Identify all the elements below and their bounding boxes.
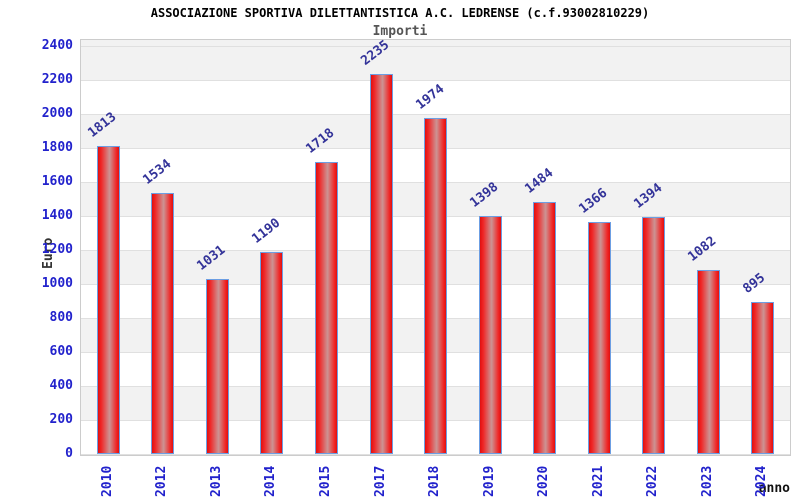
gridline <box>81 80 790 81</box>
x-tick-label: 2015 <box>317 465 333 497</box>
y-tick-label: 2000 <box>41 106 73 121</box>
x-tick-label: 2012 <box>154 465 170 497</box>
x-tick-label: 2021 <box>590 465 606 497</box>
bar <box>642 217 666 454</box>
y-tick-label: 1600 <box>41 174 73 189</box>
x-tick-label: 2014 <box>263 465 279 497</box>
x-tick-label: 2024 <box>754 465 770 497</box>
x-tick-label: 2010 <box>99 465 115 497</box>
x-tick-label: 2020 <box>536 465 552 497</box>
bar <box>751 301 775 454</box>
bar <box>96 145 120 454</box>
x-axis-title: anno <box>758 481 790 496</box>
y-tick-label: 400 <box>49 378 73 393</box>
y-tick-label: 800 <box>49 310 73 325</box>
x-tick-label: 2019 <box>481 465 497 497</box>
bar <box>151 193 175 454</box>
y-tick-label: 0 <box>65 446 73 461</box>
plot-area: 1813 1534 1031 1190 1718 2235 1974 1398 1484 1366… <box>80 38 791 456</box>
bar-value-label: 1190 <box>249 215 284 247</box>
y-tick-label: 600 <box>49 344 73 359</box>
y-tick-label: 200 <box>49 412 73 427</box>
y-tick-label: 1200 <box>41 242 73 257</box>
bar <box>260 251 284 454</box>
gridline <box>81 46 790 47</box>
y-tick-label: 2200 <box>41 72 73 87</box>
x-tick-label: 2018 <box>427 465 442 497</box>
x-tick-label: 2023 <box>699 465 715 497</box>
bar <box>424 118 447 454</box>
bar <box>478 216 502 454</box>
bar <box>205 278 229 454</box>
x-tick-label: 2013 <box>208 465 224 497</box>
y-tick-label: 1400 <box>41 208 73 223</box>
x-tick-label: 2017 <box>372 465 388 497</box>
bar <box>533 201 557 454</box>
bar <box>369 74 393 454</box>
bar-value-label: 1974 <box>412 82 447 114</box>
gridline <box>81 114 790 115</box>
chart-subtitle: Importi <box>372 24 428 39</box>
gridline <box>81 454 790 455</box>
bar <box>696 270 720 454</box>
chart-title: ASSOCIAZIONE SPORTIVA DILETTANTISTICA A.… <box>150 6 650 20</box>
x-tick-label: 2022 <box>645 465 661 497</box>
bar <box>587 221 611 454</box>
y-tick-label: 2400 <box>41 38 73 53</box>
y-tick-label: 1800 <box>41 140 73 155</box>
bar <box>314 161 338 454</box>
y-tick-label: 1000 <box>41 276 73 291</box>
